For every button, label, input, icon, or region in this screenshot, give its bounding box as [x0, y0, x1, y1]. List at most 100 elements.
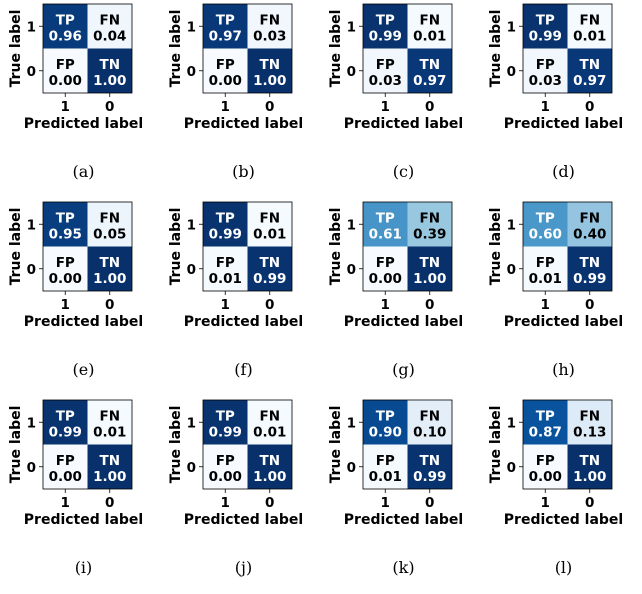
panel-caption: (f) — [234, 360, 252, 379]
matrix-border — [42, 3, 133, 94]
matrix-cell — [247, 202, 292, 247]
matrix-cell — [567, 4, 612, 49]
panel-caption: (b) — [232, 162, 255, 181]
matrix-cell — [43, 4, 88, 49]
x-tick-label: 0 — [585, 495, 594, 511]
cell-category-label: FN — [579, 12, 600, 28]
cell-category-label: FP — [536, 57, 555, 73]
matrix-cell — [523, 48, 568, 93]
cell-value-label: 0.01 — [253, 424, 286, 440]
y-tick-label: 1 — [187, 19, 196, 35]
y-axis-label: True label — [328, 406, 344, 484]
panel-caption: (a) — [72, 162, 94, 181]
x-tick-label: 1 — [61, 495, 70, 511]
cell-category-label: TP — [56, 12, 75, 28]
cell-category-label: FP — [56, 255, 75, 271]
cell-value-label: 0.95 — [49, 226, 82, 242]
matrix-cell — [523, 444, 568, 489]
matrix-cell — [523, 246, 568, 291]
y-tick-label: 1 — [27, 19, 36, 35]
cell-value-label: 1.00 — [93, 469, 126, 485]
y-tick-label: 1 — [347, 217, 356, 233]
matrix-cell — [363, 4, 408, 49]
cell-category-label: FP — [376, 255, 395, 271]
cell-category-label: FN — [259, 210, 280, 226]
cell-value-label: 0.13 — [573, 424, 606, 440]
cell-category-label: FP — [216, 453, 235, 469]
matrix-cell — [247, 4, 292, 49]
cell-category-label: TP — [376, 210, 395, 226]
x-axis-label: Predicted label — [504, 116, 623, 132]
matrix-cell — [363, 246, 408, 291]
cell-value-label: 1.00 — [413, 271, 446, 287]
x-tick-label: 0 — [425, 99, 434, 115]
x-tick-label: 0 — [105, 297, 114, 313]
cell-category-label: TP — [376, 12, 395, 28]
panel-caption: (l) — [555, 558, 573, 577]
matrix-cell — [567, 444, 612, 489]
y-tick-label: 1 — [507, 19, 516, 35]
y-axis-label: True label — [8, 208, 24, 286]
matrix-cell — [43, 400, 88, 445]
matrix-cell — [567, 246, 612, 291]
matrix-cell — [203, 4, 248, 49]
cell-value-label: 0.01 — [93, 424, 126, 440]
matrix-cell — [43, 48, 88, 93]
cell-category-label: FN — [419, 210, 440, 226]
y-tick-label: 1 — [27, 217, 36, 233]
cell-category-label: TP — [56, 408, 75, 424]
x-tick-label: 1 — [541, 495, 550, 511]
cell-category-label: TN — [259, 255, 280, 271]
cell-value-label: 0.00 — [49, 73, 82, 89]
cell-category-label: FN — [579, 408, 600, 424]
x-tick-label: 1 — [381, 297, 390, 313]
x-axis-label: Predicted label — [504, 512, 623, 528]
cell-category-label: FN — [99, 210, 120, 226]
y-tick-label: 1 — [347, 19, 356, 35]
y-tick-label: 0 — [187, 64, 196, 80]
y-axis-label: True label — [8, 406, 24, 484]
cell-value-label: 0.96 — [49, 28, 82, 44]
y-tick-label: 0 — [27, 460, 36, 476]
cell-category-label: FP — [376, 57, 395, 73]
matrix-border — [522, 399, 613, 490]
x-tick-label: 0 — [105, 495, 114, 511]
cell-category-label: FP — [56, 57, 75, 73]
cell-value-label: 1.00 — [573, 469, 606, 485]
x-tick-label: 0 — [265, 99, 274, 115]
y-axis-label: True label — [488, 208, 504, 286]
x-tick-label: 0 — [425, 495, 434, 511]
x-tick-label: 1 — [221, 495, 230, 511]
matrix-border — [362, 3, 453, 94]
x-tick-label: 0 — [585, 297, 594, 313]
cell-value-label: 0.01 — [573, 28, 606, 44]
matrix-cell — [407, 246, 452, 291]
cell-value-label: 0.01 — [253, 226, 286, 242]
x-tick-label: 1 — [381, 99, 390, 115]
matrix-cell — [203, 48, 248, 93]
y-axis-label: True label — [488, 10, 504, 88]
x-axis-label: Predicted label — [184, 512, 303, 528]
cell-category-label: FN — [579, 210, 600, 226]
matrix-cell — [43, 202, 88, 247]
y-tick-label: 0 — [187, 262, 196, 278]
y-tick-label: 0 — [347, 262, 356, 278]
cell-category-label: TN — [579, 453, 600, 469]
matrix-border — [202, 399, 293, 490]
panel-caption: (j) — [235, 558, 252, 577]
x-tick-label: 1 — [381, 495, 390, 511]
cell-value-label: 0.99 — [369, 28, 402, 44]
cell-category-label: FP — [216, 57, 235, 73]
x-tick-label: 1 — [221, 297, 230, 313]
y-tick-label: 0 — [507, 262, 516, 278]
matrix-cell — [87, 202, 132, 247]
y-tick-label: 1 — [507, 415, 516, 431]
cell-category-label: TN — [419, 255, 440, 271]
cell-category-label: FN — [419, 12, 440, 28]
